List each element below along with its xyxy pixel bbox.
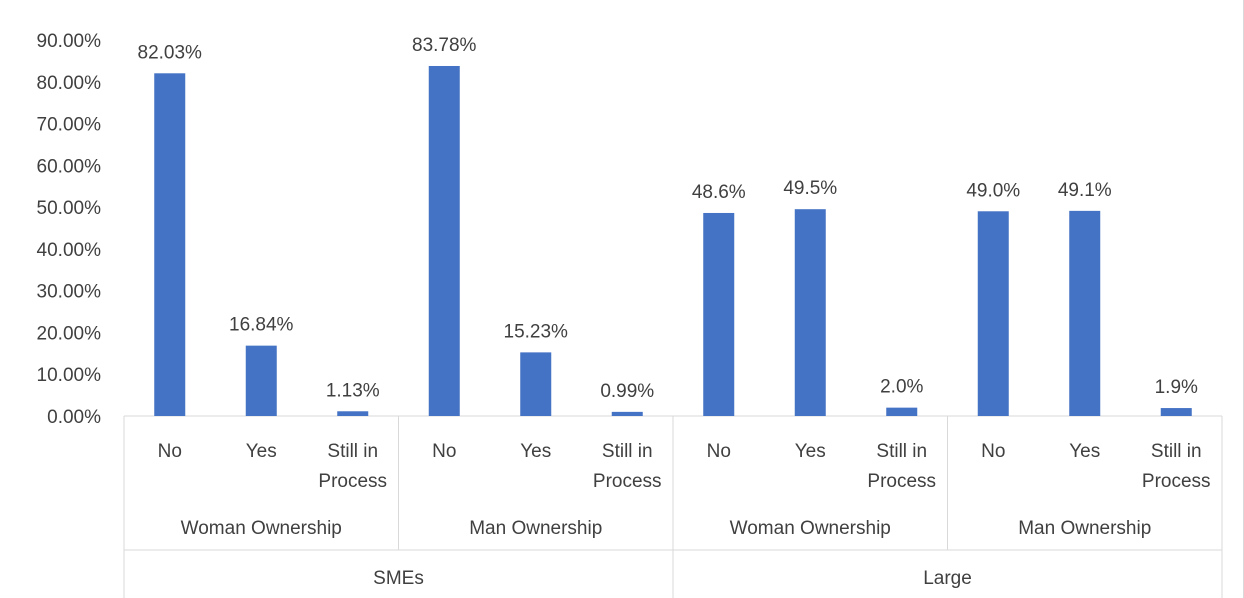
data-label: 1.13% [326, 380, 380, 401]
bar [886, 407, 918, 416]
x-category-label: Still in [876, 441, 927, 462]
data-label: 82.03% [138, 42, 203, 63]
data-label: 48.6% [692, 182, 746, 203]
data-label: 83.78% [412, 35, 477, 56]
x-category-label: Process [867, 471, 936, 492]
x-category-label: Yes [520, 441, 551, 462]
x-category-label: Still in [1151, 441, 1202, 462]
x-subgroup-label: Woman Ownership [181, 518, 342, 539]
x-category-label: No [707, 441, 731, 462]
data-label: 49.0% [966, 180, 1020, 201]
y-tick-label: 0.00% [47, 407, 101, 428]
x-category-label: No [981, 441, 1005, 462]
data-label: 2.0% [880, 377, 923, 398]
y-tick-label: 40.00% [37, 240, 102, 261]
x-category-label: Still in [602, 441, 653, 462]
data-label: 15.23% [504, 321, 569, 342]
y-tick-label: 20.00% [37, 323, 102, 344]
x-subgroup-label: Man Ownership [1018, 518, 1151, 539]
x-category-label: Process [318, 471, 387, 492]
x-category-label: No [158, 441, 182, 462]
x-group-label: Large [923, 568, 972, 589]
bar [703, 212, 735, 416]
x-category-label: Still in [327, 441, 378, 462]
y-tick-label: 10.00% [37, 365, 102, 386]
y-tick-label: 90.00% [37, 31, 102, 52]
y-tick-label: 60.00% [37, 156, 102, 177]
x-category-label: No [432, 441, 456, 462]
x-category-label: Yes [795, 441, 826, 462]
x-category-label: Process [593, 471, 662, 492]
data-label: 0.99% [600, 381, 654, 402]
data-label: 49.1% [1058, 180, 1112, 201]
y-tick-label: 80.00% [37, 73, 102, 94]
data-label: 49.5% [783, 178, 837, 199]
bar [1160, 408, 1192, 416]
bar [520, 352, 552, 416]
y-tick-label: 70.00% [37, 115, 102, 136]
x-subgroup-label: Man Ownership [469, 518, 602, 539]
bar [1069, 210, 1101, 416]
bar [611, 411, 643, 416]
bar [245, 345, 277, 416]
bar [794, 209, 826, 416]
x-group-label: SMEs [373, 568, 424, 589]
y-tick-label: 30.00% [37, 282, 102, 303]
x-subgroup-label: Woman Ownership [730, 518, 891, 539]
data-label: 16.84% [229, 315, 294, 336]
y-tick-label: 50.00% [37, 198, 102, 219]
bar [428, 65, 460, 416]
x-category-label: Yes [246, 441, 277, 462]
bar [977, 211, 1009, 416]
bar [154, 73, 186, 417]
bar [337, 411, 369, 416]
data-label: 1.9% [1155, 377, 1198, 398]
x-category-label: Process [1142, 471, 1211, 492]
x-category-label: Yes [1069, 441, 1100, 462]
